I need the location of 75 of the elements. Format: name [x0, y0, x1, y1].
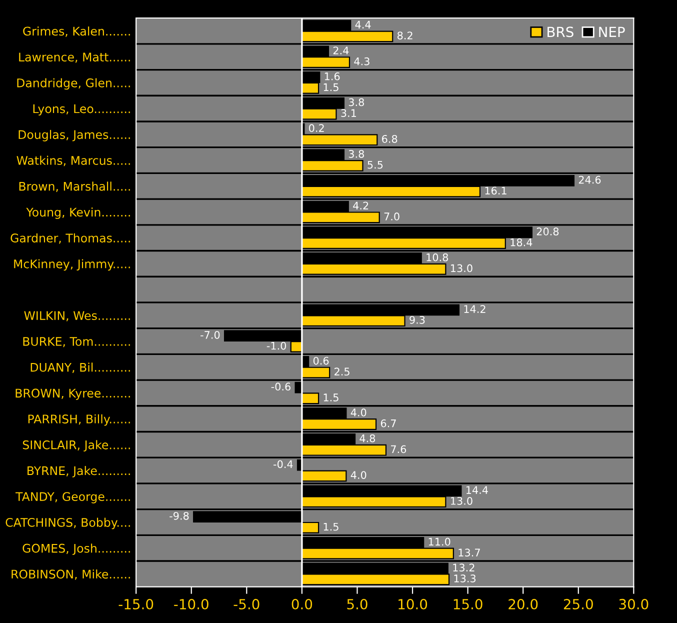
data-label: 7.0 — [384, 212, 400, 220]
y-tick-label: Lyons, Leo.......... — [33, 104, 130, 116]
data-label: 2.4 — [333, 46, 349, 54]
y-tick-label: TANDY, George....... — [16, 492, 130, 504]
data-label: 7.6 — [391, 445, 406, 454]
y-tick-label: SINCLAIR, Jake...... — [22, 440, 130, 452]
y-tick-label: BYRNE, Jake......... — [28, 466, 130, 478]
x-tick-label: 5.0 — [347, 598, 368, 610]
data-label: -0.4 — [274, 460, 293, 468]
x-tick-label: -15.0 — [118, 598, 154, 610]
x-tick-label: 10.0 — [398, 598, 428, 610]
data-label: 10.8 — [426, 253, 448, 262]
data-label: 0.2 — [309, 124, 324, 132]
data-label: 13.2 — [453, 564, 474, 572]
x-tick-label: -10.0 — [174, 598, 208, 610]
data-label: 13.0 — [451, 496, 472, 505]
data-label: 4.0 — [350, 408, 366, 416]
y-tick-label: BURKE, Tom.......... — [23, 337, 130, 348]
legend-label: BRS — [548, 26, 574, 38]
data-label: 1.5 — [324, 394, 338, 402]
y-tick-label: Lawrence, Matt...... — [19, 52, 130, 63]
data-label: 2.5 — [334, 368, 350, 376]
data-label: 11.0 — [428, 538, 450, 546]
x-tick-label: 25.0 — [564, 598, 593, 610]
y-tick-label: Watkins, Marcus..... — [16, 156, 130, 166]
data-label: 20.8 — [536, 228, 559, 236]
y-tick-label: ROBINSON, Mike...... — [12, 569, 130, 580]
data-label: -9.8 — [170, 512, 189, 520]
data-label: 18.4 — [510, 238, 532, 246]
data-label: 4.8 — [360, 434, 376, 442]
data-label: -7.0 — [200, 330, 220, 339]
y-tick-label: Dandridge, Glen..... — [17, 78, 130, 90]
data-label: 6.8 — [382, 134, 398, 143]
data-label: 1.5 — [324, 83, 338, 92]
y-tick-label: Douglas, James...... — [18, 130, 130, 142]
data-label: 4.4 — [355, 20, 371, 28]
data-label: 13.0 — [451, 264, 472, 272]
data-label: 8.2 — [397, 32, 412, 40]
y-tick-label: Gardner, Thomas..... — [10, 233, 130, 244]
data-label: 9.3 — [410, 316, 425, 324]
data-label: 1.5 — [324, 522, 338, 531]
y-tick-label: GOMES, Josh......... — [22, 544, 130, 555]
x-tick-label: -5.0 — [234, 598, 260, 610]
y-tick-label: BROWN, Kyree........ — [16, 388, 130, 400]
y-tick-label: Young, Kevin........ — [26, 207, 130, 219]
x-tick-label: 30.0 — [619, 598, 648, 610]
y-tick-label: McKinney, Jimmy..... — [14, 259, 130, 271]
data-label: 4.2 — [353, 202, 368, 210]
legend-label: NEP — [599, 26, 625, 37]
y-tick-label: CATCHINGS, Bobby.... — [6, 518, 130, 530]
data-label: 4.3 — [354, 57, 370, 66]
data-label: 3.8 — [348, 150, 364, 158]
y-tick-label: PARRISH, Billy...... — [28, 414, 130, 426]
data-label: 3.8 — [348, 98, 364, 106]
data-label: -1.0 — [266, 342, 286, 350]
data-label: 14.2 — [464, 305, 486, 313]
data-label: -0.6 — [271, 382, 290, 391]
data-label: 0.6 — [313, 356, 329, 365]
y-tick-label: Brown, Marshall..... — [19, 182, 130, 192]
data-label: 13.7 — [458, 548, 480, 557]
data-label: 24.6 — [578, 176, 601, 184]
y-tick-label: Grimes, Kalen....... — [23, 26, 130, 37]
x-tick-label: 20.0 — [508, 598, 538, 610]
x-tick-label: 15.0 — [454, 598, 482, 610]
y-tick-label: DUANY, Bil.......... — [30, 362, 130, 373]
data-label: 16.1 — [485, 186, 506, 195]
data-label: 13.3 — [454, 574, 476, 582]
data-label: 14.4 — [466, 486, 488, 494]
x-tick-label: 0.0 — [292, 598, 312, 610]
y-tick-label: WILKIN, Wes......... — [24, 311, 130, 322]
data-label: 5.5 — [368, 160, 383, 169]
data-label: 6.7 — [380, 419, 396, 428]
data-label: 1.6 — [324, 72, 340, 80]
data-label: 4.0 — [350, 471, 366, 479]
data-label: 3.1 — [341, 109, 356, 118]
